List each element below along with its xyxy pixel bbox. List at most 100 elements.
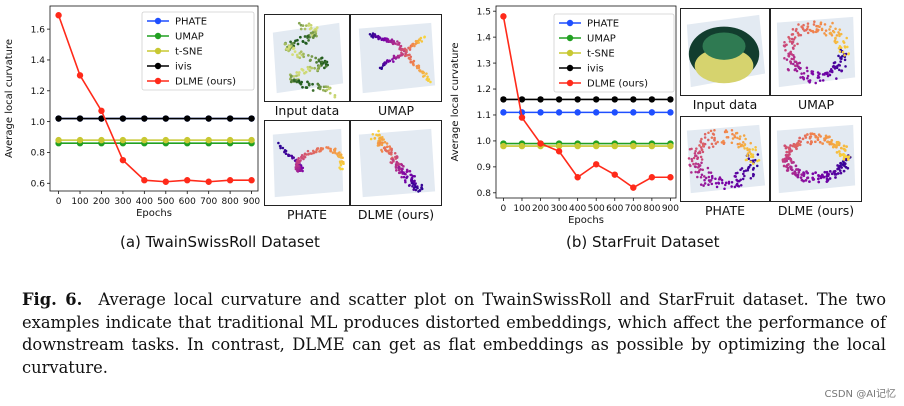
data-point: [648, 142, 656, 150]
scatter-dot: [302, 55, 306, 59]
data-point: [630, 96, 637, 103]
scatter-dot: [788, 153, 791, 156]
scatter-dot: [378, 133, 381, 137]
scatter-dot: [739, 168, 742, 172]
scatter-dot: [307, 23, 311, 27]
scatter-dot: [397, 165, 401, 168]
scatter-dot: [397, 171, 401, 175]
scatter-dot: [383, 140, 387, 144]
data-point: [55, 136, 62, 144]
caption-label: Fig. 6.: [22, 290, 83, 309]
chart-b-starfruit: 0 100 200 300 400 500 600 700 800 900 0.8 0.9 1.0 1.1…: [450, 5, 679, 226]
scatter-dot: [713, 129, 716, 132]
scatter-dot: [806, 25, 810, 28]
scatter-dot: [806, 27, 809, 31]
scatter-dot: [291, 42, 295, 45]
scatter-dot: [703, 182, 707, 185]
scatter-dot: [391, 42, 395, 46]
scatter-dot: [315, 61, 318, 64]
scatter-dot: [701, 150, 705, 154]
thumb-b-umap: [770, 8, 862, 96]
y-tick-label: 1.0: [31, 118, 46, 128]
scatter-dot: [838, 64, 842, 67]
starfruit-top: [702, 32, 746, 60]
scatter-dot: [308, 59, 312, 63]
scatter-dot: [700, 173, 704, 176]
x-tick-label: 600: [179, 197, 196, 207]
scatter-dot: [789, 50, 793, 54]
scatter-dot: [380, 138, 384, 141]
scatter-dot: [689, 164, 692, 168]
scatter-dot: [733, 185, 737, 189]
data-point: [500, 96, 507, 103]
scatter-dot: [297, 79, 301, 83]
data-point: [205, 115, 212, 122]
scatter-dot: [410, 179, 414, 182]
thumb-b-umap-label: UMAP: [797, 97, 835, 112]
scatter-dot: [837, 46, 841, 50]
scatter-dot: [828, 177, 832, 180]
scatter-dot: [412, 63, 415, 67]
data-point: [162, 136, 169, 144]
scatter-dot: [800, 25, 803, 28]
legend-marker: [154, 17, 162, 25]
scatter-dot: [807, 79, 810, 83]
scatter-dot: [694, 149, 697, 153]
scatter-dot: [839, 146, 843, 150]
data-point: [55, 12, 62, 19]
scatter-dot: [843, 153, 846, 157]
scatter-dot: [289, 80, 293, 84]
x-tick-label: 100: [71, 197, 88, 207]
scatter-dot: [824, 34, 828, 37]
scatter-dot: [827, 172, 830, 176]
scatter-dot: [785, 165, 788, 168]
scatter-dot: [690, 157, 694, 161]
scatter-dot: [306, 149, 310, 153]
scatter-dot: [751, 148, 755, 151]
scatter-dot: [843, 53, 846, 57]
scatter-dot: [408, 183, 411, 187]
scatter-dot: [781, 158, 785, 161]
scatter-dot: [333, 148, 336, 152]
scatter-dot: [786, 154, 790, 158]
scatter-dot: [289, 40, 292, 44]
scatter-dot: [742, 141, 745, 144]
data-point: [76, 136, 84, 144]
scatter-dot: [793, 64, 797, 68]
scatter-dot: [731, 137, 735, 140]
scatter-dot: [801, 27, 805, 31]
data-point: [667, 96, 674, 103]
scatter-dot: [805, 170, 808, 173]
scatter-dot: [830, 172, 834, 176]
scatter-dot: [303, 35, 307, 38]
scatter-dot: [714, 177, 717, 180]
scatter-dot: [328, 91, 332, 95]
scatter-dot: [736, 136, 739, 140]
scatter-dot: [396, 43, 399, 46]
thumb-a-dlme-label: DLME (ours): [357, 207, 435, 222]
scatter-dot: [392, 56, 396, 60]
scatter-dot: [320, 60, 324, 64]
scatter-dot: [806, 141, 810, 144]
data-point: [574, 142, 581, 150]
scatter-dot: [368, 32, 372, 36]
scatter-dot: [842, 40, 845, 43]
legend-entry-umap: UMAP: [587, 34, 616, 45]
legend-marker: [154, 77, 162, 85]
scatter-dot: [806, 74, 810, 78]
scatter-dot: [842, 144, 846, 148]
scatter-dot: [696, 166, 700, 169]
scatter-dot: [838, 68, 841, 72]
scatter-dot: [690, 159, 694, 163]
scatter-dot: [790, 53, 794, 56]
scatter-dot: [304, 70, 308, 74]
scatter-dot: [392, 60, 395, 63]
scatter-dot: [694, 165, 697, 169]
scatter-dot: [399, 44, 403, 48]
scatter-dot: [838, 28, 842, 31]
scatter-dot: [297, 156, 300, 160]
scatter-dot: [390, 161, 394, 165]
scatter-dot: [809, 135, 813, 138]
data-point: [518, 114, 526, 121]
scatter-dot: [707, 138, 710, 142]
